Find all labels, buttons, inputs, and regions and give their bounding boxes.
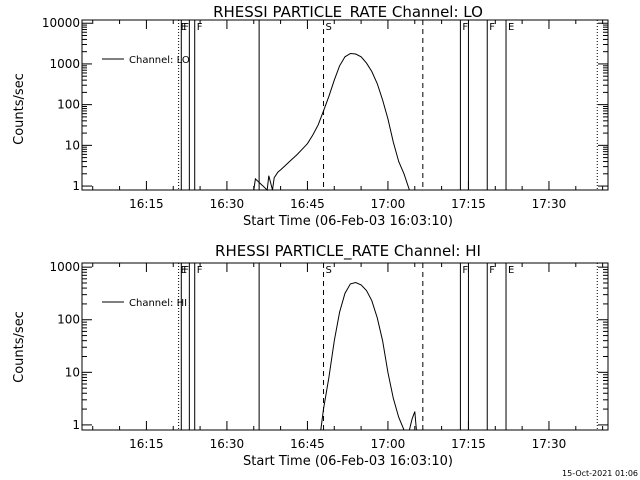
y-tick-label: 100	[57, 313, 80, 327]
event-marker-label: F	[197, 22, 203, 33]
x-tick-label: 16:45	[290, 437, 325, 451]
x-tick-label: 17:30	[532, 437, 567, 451]
event-marker-label: E	[508, 265, 514, 276]
event-marker-label: E	[181, 22, 187, 33]
panel-hi: RHESSI PARTICLE_RATE Channel: HI Start T…	[12, 242, 609, 469]
legend-entry: Channel: HI	[129, 298, 187, 309]
x-tick-label: 17:00	[371, 437, 406, 451]
x-tick-label: 17:00	[371, 197, 406, 211]
event-marker-label: F	[183, 22, 189, 33]
event-marker-label: E	[181, 265, 187, 276]
event-marker-label: S	[326, 22, 332, 33]
event-marker-label: E	[508, 22, 514, 33]
event-marker-label: S	[326, 265, 332, 276]
y-tick-label: 10	[65, 365, 80, 379]
y-tick-label: 10	[65, 138, 80, 152]
x-tick-label: 16:15	[129, 437, 164, 451]
event-marker-label: F	[462, 265, 468, 276]
event-marker-label: F	[489, 265, 495, 276]
event-marker-label: F	[183, 265, 189, 276]
plot-frame-lo	[81, 19, 609, 191]
y-tick-label: 1	[72, 418, 80, 432]
x-tick-label: 16:15	[129, 197, 164, 211]
y-tick-label: 10000	[42, 16, 80, 30]
series-line-lo	[253, 52, 410, 192]
y-axis-label-hi: Counts/sec	[12, 311, 27, 383]
x-axis-label-lo: Start Time (06-Feb-03 16:03:10)	[243, 214, 453, 229]
x-tick-label: 16:45	[290, 197, 325, 211]
y-tick-label: 100	[57, 98, 80, 112]
x-tick-label: 17:15	[451, 437, 486, 451]
plot-frame-hi	[81, 262, 609, 431]
x-tick-label: 16:30	[210, 437, 245, 451]
x-tick-label: 17:30	[532, 197, 567, 211]
y-axis-label-lo: Counts/sec	[12, 73, 27, 145]
series-line-hi	[320, 281, 417, 431]
panel-lo: RHESSI PARTICLE_RATE Channel: LO Start T…	[12, 3, 609, 229]
x-tick-label: 16:30	[210, 197, 245, 211]
y-tick-label: 1000	[49, 260, 80, 274]
event-marker-label: F	[197, 265, 203, 276]
chart-title-lo: RHESSI PARTICLE_RATE Channel: LO	[213, 3, 483, 22]
event-marker-label: F	[489, 22, 495, 33]
y-tick-label: 1000	[49, 57, 80, 71]
x-axis-label-hi: Start Time (06-Feb-03 16:03:10)	[243, 454, 453, 469]
x-tick-label: 17:15	[451, 197, 486, 211]
y-tick-label: 1	[72, 179, 80, 193]
legend-entry: Channel: LO	[129, 55, 190, 66]
footer-timestamp: 15-Oct-2021 01:06	[562, 469, 638, 478]
event-marker-label: F	[462, 22, 468, 33]
chart-title-hi: RHESSI PARTICLE_RATE Channel: HI	[215, 242, 481, 261]
